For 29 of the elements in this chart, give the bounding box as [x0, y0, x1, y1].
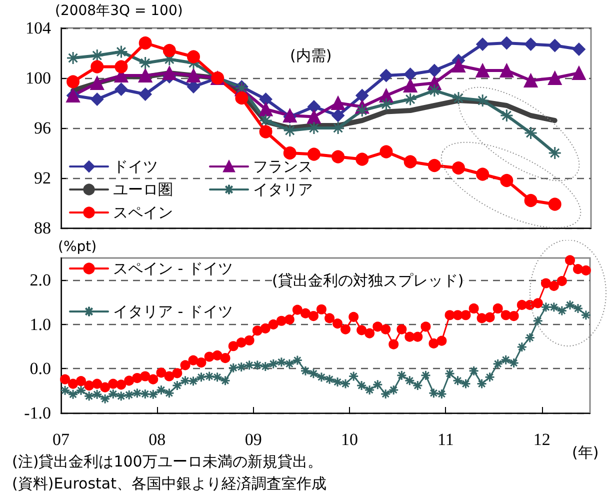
- y-tick-label: 96: [34, 118, 51, 138]
- y-tick-label: 88: [34, 218, 51, 238]
- legend-label: イタリア: [253, 180, 313, 198]
- y-tick-label: 104: [26, 18, 52, 38]
- x-tick-label: 09: [244, 430, 262, 449]
- y-tick-label: 92: [34, 168, 51, 188]
- legend-label: ユーロ圏: [113, 180, 173, 198]
- y-tick-label: -1.0: [24, 404, 51, 422]
- y-tick-label: 0.0: [30, 359, 51, 378]
- legend-label: イタリア - ドイツ: [113, 302, 233, 320]
- legend-label: フランス: [253, 158, 313, 176]
- x-tick-label: 10: [341, 430, 358, 449]
- annotation: (貸出金利の対独スプレッド): [272, 272, 464, 290]
- x-tick-label: 12: [533, 430, 550, 449]
- x-axis-title: (年): [572, 444, 599, 462]
- legend-label: スペイン - ドイツ: [113, 260, 233, 278]
- legend-label: ドイツ: [113, 158, 158, 176]
- y-tick-label: 1.0: [30, 314, 51, 334]
- y-axis-title: (%pt): [58, 239, 97, 255]
- text: (資料)Eurostat、各国中銀より経済調査室作成: [12, 474, 326, 492]
- annotation: (内需): [290, 46, 332, 64]
- y-tick-label: 2.0: [30, 270, 51, 290]
- x-tick-label: 07: [52, 430, 70, 449]
- y-axis-title: (2008年3Q = 100): [55, 3, 183, 19]
- x-tick-label: 08: [148, 430, 166, 449]
- y-tick-label: 100: [26, 68, 51, 88]
- x-tick-label: 11: [438, 430, 454, 449]
- text: (注)貸出金利は100万ユーロ未満の新規貸出。: [12, 452, 322, 470]
- legend-label: スペイン: [113, 204, 173, 222]
